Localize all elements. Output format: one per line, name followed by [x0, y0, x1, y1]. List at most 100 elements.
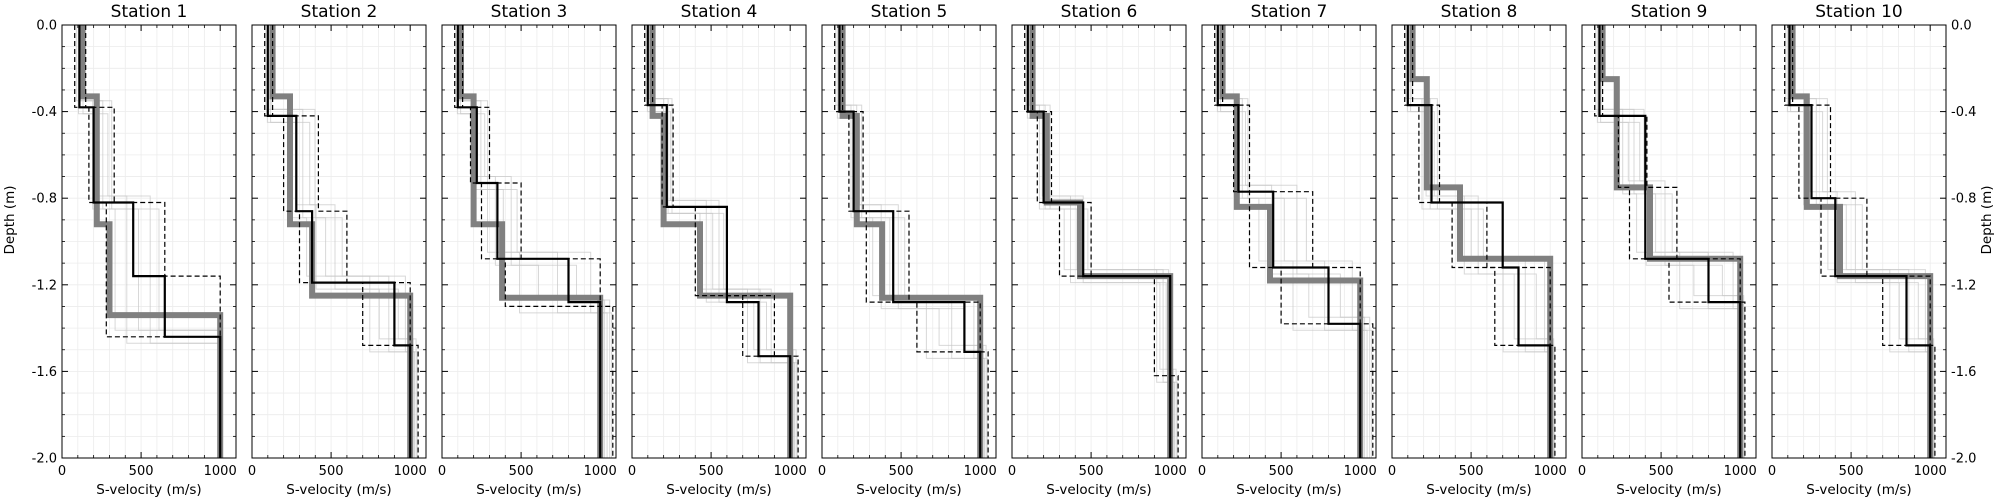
station-panel: 0 500 1000 Station 9 S-velocity (m/s): [1578, 2, 1757, 498]
ticks: [441, 24, 616, 459]
x-tick-label: 0: [628, 464, 636, 479]
true-model-line: [1409, 25, 1554, 458]
x-tick-label: 1000: [1344, 464, 1377, 479]
y-tick-label: -0.4: [32, 105, 57, 120]
data-lines: [74, 25, 224, 458]
best-model-line: [78, 25, 222, 458]
x-axis-label: S-velocity (m/s): [1426, 482, 1531, 498]
x-axis-label: S-velocity (m/s): [666, 482, 771, 498]
y-axis-label-right: Depth (m): [1979, 185, 1995, 254]
x-tick-label: 500: [1269, 464, 1294, 479]
y-tick-label: -1.2: [1951, 278, 1976, 293]
x-tick-label: 500: [1079, 464, 1104, 479]
x-tick-label: 1000: [1154, 464, 1187, 479]
ticks: [1011, 24, 1186, 459]
panel-title: Station 7: [1251, 2, 1328, 22]
data-lines: [454, 25, 614, 458]
y-tick-label: -0.4: [1951, 105, 1976, 120]
x-tick-label: 1000: [1914, 464, 1947, 479]
panels-group: 0 500 1000 0.0 -0.4 -0.8 -1.2 -1.6 -2.0 Station 1…: [32, 2, 1977, 498]
x-tick-label: 0: [438, 464, 446, 479]
best-model-line: [646, 25, 792, 458]
best-model-line: [1216, 25, 1362, 458]
x-tick-label: 500: [699, 464, 724, 479]
x-tick-label: 0: [1008, 464, 1016, 479]
x-tick-label: 0: [58, 464, 66, 479]
x-tick-label: 500: [1459, 464, 1484, 479]
station-panel: 0 500 1000 Station 2 S-velocity (m/s): [248, 2, 427, 498]
ticks: [631, 24, 806, 459]
y-tick-label: -2.0: [32, 452, 57, 467]
lower-bound-line: [834, 25, 981, 458]
station-panel: 0 500 1000 0.0 -0.4 -0.8 -1.2 -1.6 -2.0 Station 1…: [1768, 2, 1977, 498]
best-model-line: [266, 25, 412, 458]
y-axis-label-left: Depth (m): [2, 185, 18, 254]
data-lines: [1024, 25, 1179, 458]
y-tick-label: 0.0: [1951, 19, 1972, 34]
station-panel: 0 500 1000 0.0 -0.4 -0.8 -1.2 -1.6 -2.0 Station 1…: [32, 2, 237, 498]
x-tick-label: 500: [509, 464, 534, 479]
station-panel: 0 500 1000 Station 4 S-velocity (m/s): [628, 2, 807, 498]
panel-title: Station 8: [1441, 2, 1518, 22]
grid: [1772, 25, 1946, 458]
y-tick-label: -1.6: [32, 365, 57, 380]
x-tick-label: 1000: [1534, 464, 1567, 479]
ticks: [251, 24, 426, 459]
ticks: [1771, 24, 1946, 459]
x-tick-label: 0: [1198, 464, 1206, 479]
x-axis-label: S-velocity (m/s): [476, 482, 581, 498]
best-model-line: [456, 25, 602, 458]
x-tick-label: 1000: [204, 464, 237, 479]
upper-bound-line: [1412, 25, 1556, 458]
grid: [1012, 25, 1186, 458]
best-model-line: [1406, 25, 1552, 458]
station-panel: 0 500 1000 Station 7 S-velocity (m/s): [1198, 2, 1377, 498]
panel-title: Station 2: [301, 2, 378, 22]
panel-title: Station 4: [681, 2, 758, 22]
true-model-line: [79, 25, 224, 458]
x-tick-label: 500: [129, 464, 154, 479]
station-panel: 0 500 1000 Station 5 S-velocity (m/s): [818, 2, 997, 498]
panel-title: Station 6: [1061, 2, 1138, 22]
x-tick-label: 1000: [964, 464, 997, 479]
x-axis-label: S-velocity (m/s): [1616, 482, 1721, 498]
lower-bound-line: [1404, 25, 1551, 458]
y-tick-label: -0.8: [1951, 192, 1976, 207]
x-axis-label: S-velocity (m/s): [96, 482, 201, 498]
x-tick-label: 500: [1649, 464, 1674, 479]
x-axis-label: S-velocity (m/s): [1046, 482, 1151, 498]
data-lines: [264, 25, 419, 458]
grid: [442, 25, 616, 458]
true-model-line: [458, 25, 604, 458]
panel-title: Station 1: [111, 2, 188, 22]
best-model-line: [1026, 25, 1172, 458]
upper-bound-line: [85, 25, 221, 458]
true-model-line: [1219, 25, 1364, 458]
y-tick-label: -1.2: [32, 278, 57, 293]
x-axis-label: S-velocity (m/s): [1236, 482, 1341, 498]
x-tick-label: 1000: [1724, 464, 1757, 479]
station-panel: 0 500 1000 Station 8 S-velocity (m/s): [1388, 2, 1567, 498]
ticks: [61, 24, 236, 459]
ensemble-model-line: [84, 25, 221, 458]
ticks: [1201, 24, 1376, 459]
x-axis-label: S-velocity (m/s): [286, 482, 391, 498]
data-lines: [1214, 25, 1374, 458]
data-lines: [1784, 25, 1936, 458]
panel-title: Station 5: [871, 2, 948, 22]
station-panel: 0 500 1000 Station 3 S-velocity (m/s): [438, 2, 617, 498]
x-tick-label: 1000: [394, 464, 427, 479]
y-tick-label: -2.0: [1951, 452, 1976, 467]
x-axis-label: S-velocity (m/s): [856, 482, 961, 498]
x-tick-label: 0: [1578, 464, 1586, 479]
x-axis-label: S-velocity (m/s): [1806, 482, 1911, 498]
grid: [1392, 25, 1566, 458]
y-tick-label: 0.0: [36, 19, 57, 34]
best-model-line: [838, 25, 982, 458]
true-model-line: [649, 25, 794, 458]
true-model-line: [1789, 25, 1934, 458]
ticks: [1581, 24, 1756, 459]
grid: [252, 25, 426, 458]
ticks: [821, 24, 996, 459]
